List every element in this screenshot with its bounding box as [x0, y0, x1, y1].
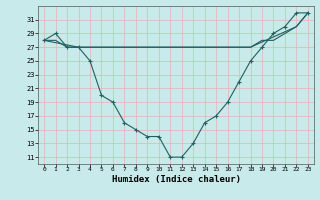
- X-axis label: Humidex (Indice chaleur): Humidex (Indice chaleur): [111, 175, 241, 184]
